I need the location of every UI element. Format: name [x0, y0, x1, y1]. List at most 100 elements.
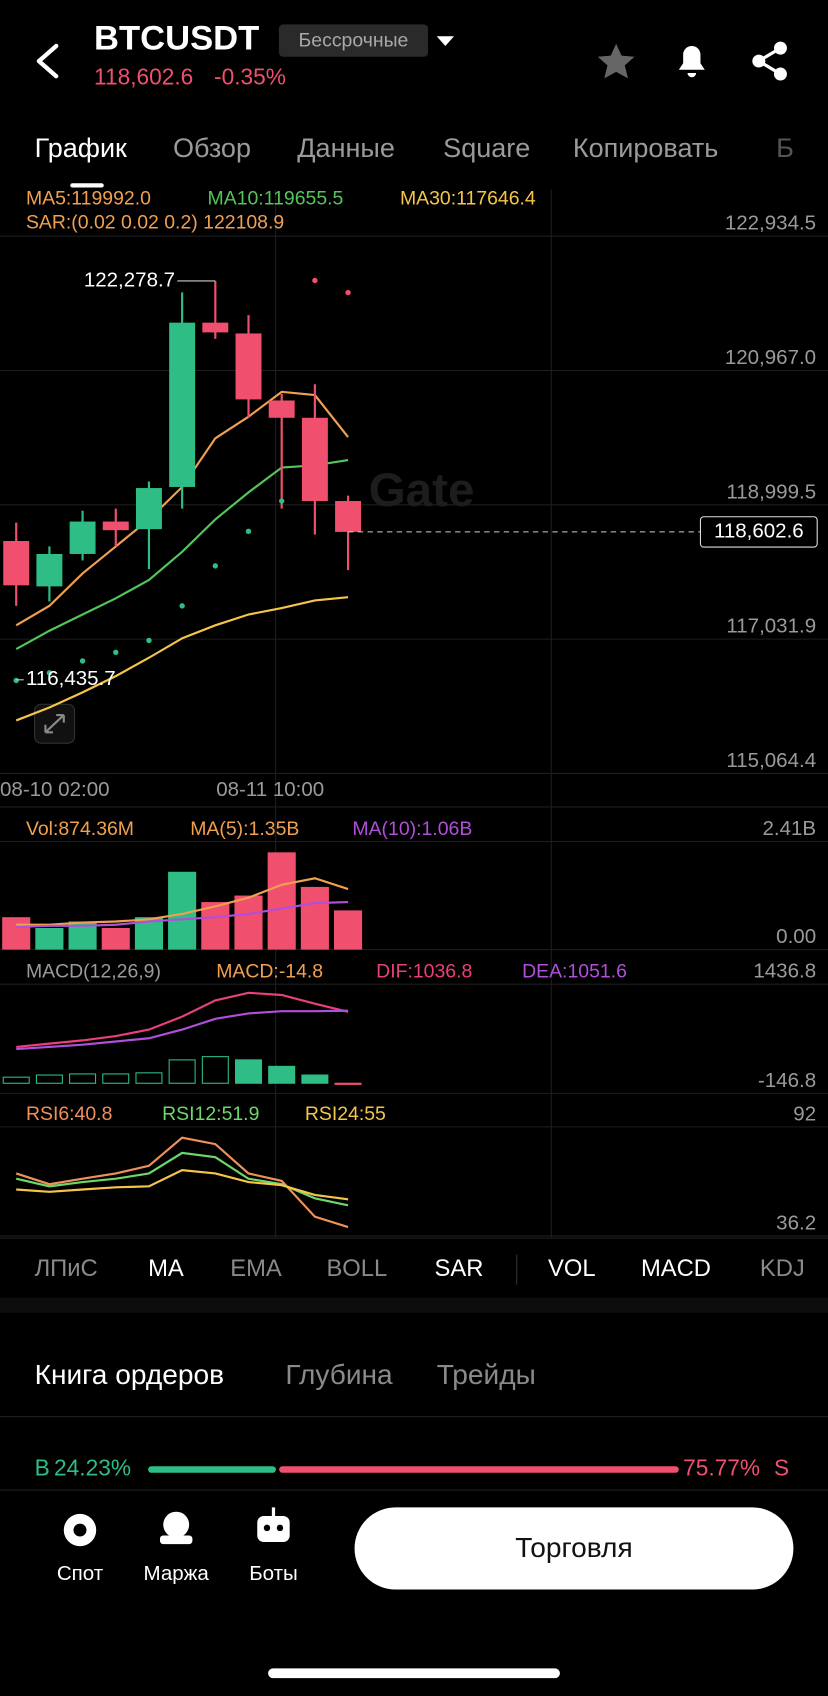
nav-label[interactable]: Маржа — [144, 1562, 210, 1585]
last-price-label: 118,602.6 — [714, 519, 804, 542]
margin-icon[interactable] — [163, 1511, 190, 1538]
sar-dot — [312, 277, 318, 284]
expand-icon — [44, 713, 65, 734]
bots-icon-eye — [276, 1524, 284, 1532]
candle-body — [169, 322, 196, 487]
price-change: -0.35% — [214, 63, 286, 89]
indicator-line — [16, 900, 349, 928]
indicator-line — [16, 1169, 349, 1201]
book-tab[interactable]: Трейды — [437, 1359, 536, 1390]
sar-dot — [113, 649, 119, 656]
tab[interactable]: Обзор — [173, 133, 251, 163]
book-tab[interactable]: Книга ордеров — [35, 1359, 224, 1390]
y-tick-label: 92 — [793, 1102, 816, 1125]
legend: RSI6:40.8 — [26, 1103, 112, 1125]
volume-bar — [35, 927, 64, 950]
candle-body — [135, 488, 162, 530]
macd-bar — [268, 1065, 296, 1084]
contract-badge[interactable] — [278, 24, 429, 57]
symbol: BTCUSDT — [94, 20, 259, 58]
volume-bar — [101, 927, 130, 950]
trade-button[interactable] — [354, 1507, 794, 1590]
sell-side: S — [774, 1455, 789, 1481]
legend: MA30:117646.4 — [400, 188, 536, 210]
candle-body — [268, 400, 295, 418]
buy-bar — [148, 1466, 276, 1473]
share-icon-lines — [755, 46, 782, 76]
indicator-tab[interactable]: SAR — [435, 1255, 484, 1282]
sar-dot — [345, 289, 351, 296]
indicator-line — [16, 877, 349, 926]
macd-bar — [334, 1082, 362, 1085]
tab[interactable]: Square — [443, 133, 530, 163]
nav-label[interactable]: Боты — [249, 1562, 298, 1585]
macd-bar — [102, 1073, 130, 1084]
indicator-line — [16, 1009, 349, 1051]
legend: MACD(12,26,9) — [26, 960, 161, 982]
favorite-icon[interactable] — [597, 43, 635, 79]
sar-dot — [245, 528, 252, 534]
macd-bar — [168, 1059, 196, 1084]
indicator-tab[interactable]: KDJ — [760, 1255, 805, 1282]
sar-dot — [13, 677, 19, 684]
indicator-tab[interactable]: EMA — [230, 1255, 282, 1282]
volume-bar — [201, 902, 230, 950]
indicator-line — [15, 596, 349, 722]
book-tab[interactable]: Глубина — [285, 1359, 393, 1390]
legend: RSI12:51.9 — [162, 1103, 259, 1125]
candle-body — [335, 501, 362, 532]
volume-bar — [234, 895, 263, 950]
watermark: Gate — [369, 464, 475, 517]
legend: SAR:(0.02 0.02 0.2) 122108.9 — [26, 211, 284, 233]
home-indicator — [268, 1668, 560, 1679]
indicator-tab[interactable]: VOL — [548, 1255, 596, 1282]
legend: MA(10):1.06B — [352, 818, 472, 840]
bots-icon[interactable] — [257, 1516, 290, 1542]
dropdown-arrow[interactable] — [436, 36, 454, 46]
trade-button-label: Торговля — [515, 1532, 632, 1563]
back-button[interactable] — [36, 43, 59, 79]
tab[interactable]: График — [35, 133, 127, 163]
x-tick-label: 08-11 10:00 — [216, 778, 324, 801]
bots-icon-eye — [263, 1524, 271, 1532]
annotation: 116,435.7 — [26, 667, 116, 690]
volume-bar — [334, 910, 363, 950]
sell-ratio: 75.77% — [683, 1455, 760, 1481]
macd-bar — [69, 1073, 97, 1084]
indicator-tab[interactable]: ЛПиС — [35, 1255, 98, 1282]
section-gap — [0, 1297, 828, 1313]
legend: MA5:119992.0 — [26, 188, 151, 210]
alert-icon[interactable] — [678, 45, 705, 78]
indicator-line — [15, 458, 349, 651]
indicator-tab[interactable]: BOLL — [326, 1255, 387, 1282]
contract-type: Бессрочные — [299, 30, 409, 52]
volume-bar — [300, 886, 329, 950]
sar-dot — [79, 658, 86, 664]
indicator-tab[interactable]: MACD — [641, 1255, 711, 1282]
margin-icon-base — [159, 1535, 193, 1545]
buy-ratio: 24.23% — [54, 1455, 131, 1481]
y-tick-label: 1436.8 — [753, 960, 816, 983]
y-tick-label: 36.2 — [776, 1212, 816, 1235]
macd-bar — [135, 1072, 163, 1084]
macd-bar — [2, 1076, 30, 1084]
legend: MA10:119655.5 — [208, 188, 344, 210]
nav-label[interactable]: Спот — [57, 1562, 104, 1585]
indicator-line — [16, 991, 349, 1048]
candle-body — [102, 521, 129, 531]
legend: DIF:1036.8 — [376, 960, 472, 982]
x-tick-label: 08-10 02:00 — [0, 778, 110, 801]
indicator-line — [15, 1136, 349, 1229]
candle-body — [36, 553, 63, 587]
y-tick-label: 115,064.4 — [726, 749, 816, 772]
tab[interactable]: Б — [776, 133, 794, 163]
y-tick-label: 0.00 — [776, 925, 816, 948]
candle-body — [235, 333, 262, 400]
y-tick-label: 122,934.5 — [725, 212, 816, 235]
y-tick-label: -146.8 — [758, 1069, 816, 1092]
indicator-tab[interactable]: MA — [148, 1255, 184, 1282]
tab[interactable]: Копировать — [573, 133, 718, 163]
buy-side: B — [35, 1455, 50, 1481]
tab[interactable]: Данные — [297, 133, 395, 163]
